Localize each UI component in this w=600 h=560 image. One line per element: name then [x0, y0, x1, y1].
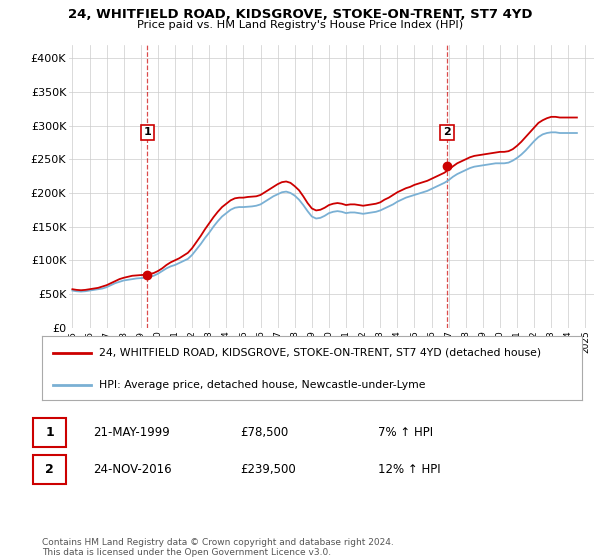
Text: 12% ↑ HPI: 12% ↑ HPI: [378, 463, 440, 476]
Text: 24-NOV-2016: 24-NOV-2016: [93, 463, 172, 476]
Text: Price paid vs. HM Land Registry's House Price Index (HPI): Price paid vs. HM Land Registry's House …: [137, 20, 463, 30]
Text: HPI: Average price, detached house, Newcastle-under-Lyme: HPI: Average price, detached house, Newc…: [98, 380, 425, 390]
Text: £239,500: £239,500: [240, 463, 296, 476]
Text: £78,500: £78,500: [240, 426, 288, 439]
Text: 2: 2: [443, 127, 451, 137]
Text: Contains HM Land Registry data © Crown copyright and database right 2024.
This d: Contains HM Land Registry data © Crown c…: [42, 538, 394, 557]
Text: 24, WHITFIELD ROAD, KIDSGROVE, STOKE-ON-TRENT, ST7 4YD: 24, WHITFIELD ROAD, KIDSGROVE, STOKE-ON-…: [68, 8, 532, 21]
Text: 7% ↑ HPI: 7% ↑ HPI: [378, 426, 433, 439]
Text: 2: 2: [45, 463, 54, 476]
Text: 1: 1: [45, 426, 54, 439]
Text: 24, WHITFIELD ROAD, KIDSGROVE, STOKE-ON-TRENT, ST7 4YD (detached house): 24, WHITFIELD ROAD, KIDSGROVE, STOKE-ON-…: [98, 348, 541, 358]
Text: 21-MAY-1999: 21-MAY-1999: [93, 426, 170, 439]
Text: 1: 1: [143, 127, 151, 137]
